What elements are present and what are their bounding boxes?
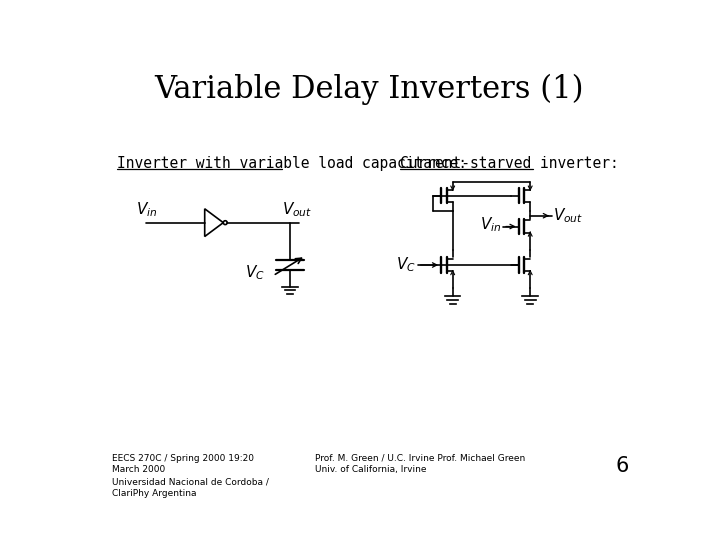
Text: $V_C$: $V_C$: [246, 264, 265, 282]
Text: 6: 6: [616, 456, 629, 476]
Text: Current-starved inverter:: Current-starved inverter:: [400, 156, 618, 171]
Text: Prof. M. Green / U.C. Irvine Prof. Michael Green
Univ. of California, Irvine: Prof. M. Green / U.C. Irvine Prof. Micha…: [315, 454, 525, 475]
Text: $V_{out}$: $V_{out}$: [282, 200, 312, 219]
Text: $V_{in}$: $V_{in}$: [480, 215, 502, 234]
Text: Variable Delay Inverters (1): Variable Delay Inverters (1): [154, 74, 584, 105]
Text: EECS 270C / Spring 2000 19:20
March 2000
Universidad Nacional de Cordoba /
Clari: EECS 270C / Spring 2000 19:20 March 2000…: [112, 454, 269, 498]
Text: Inverter with variable load capacitance:: Inverter with variable load capacitance:: [117, 156, 467, 171]
Text: $V_{in}$: $V_{in}$: [137, 200, 158, 219]
Text: $V_C$: $V_C$: [397, 255, 416, 274]
Text: $V_{out}$: $V_{out}$: [554, 206, 584, 225]
